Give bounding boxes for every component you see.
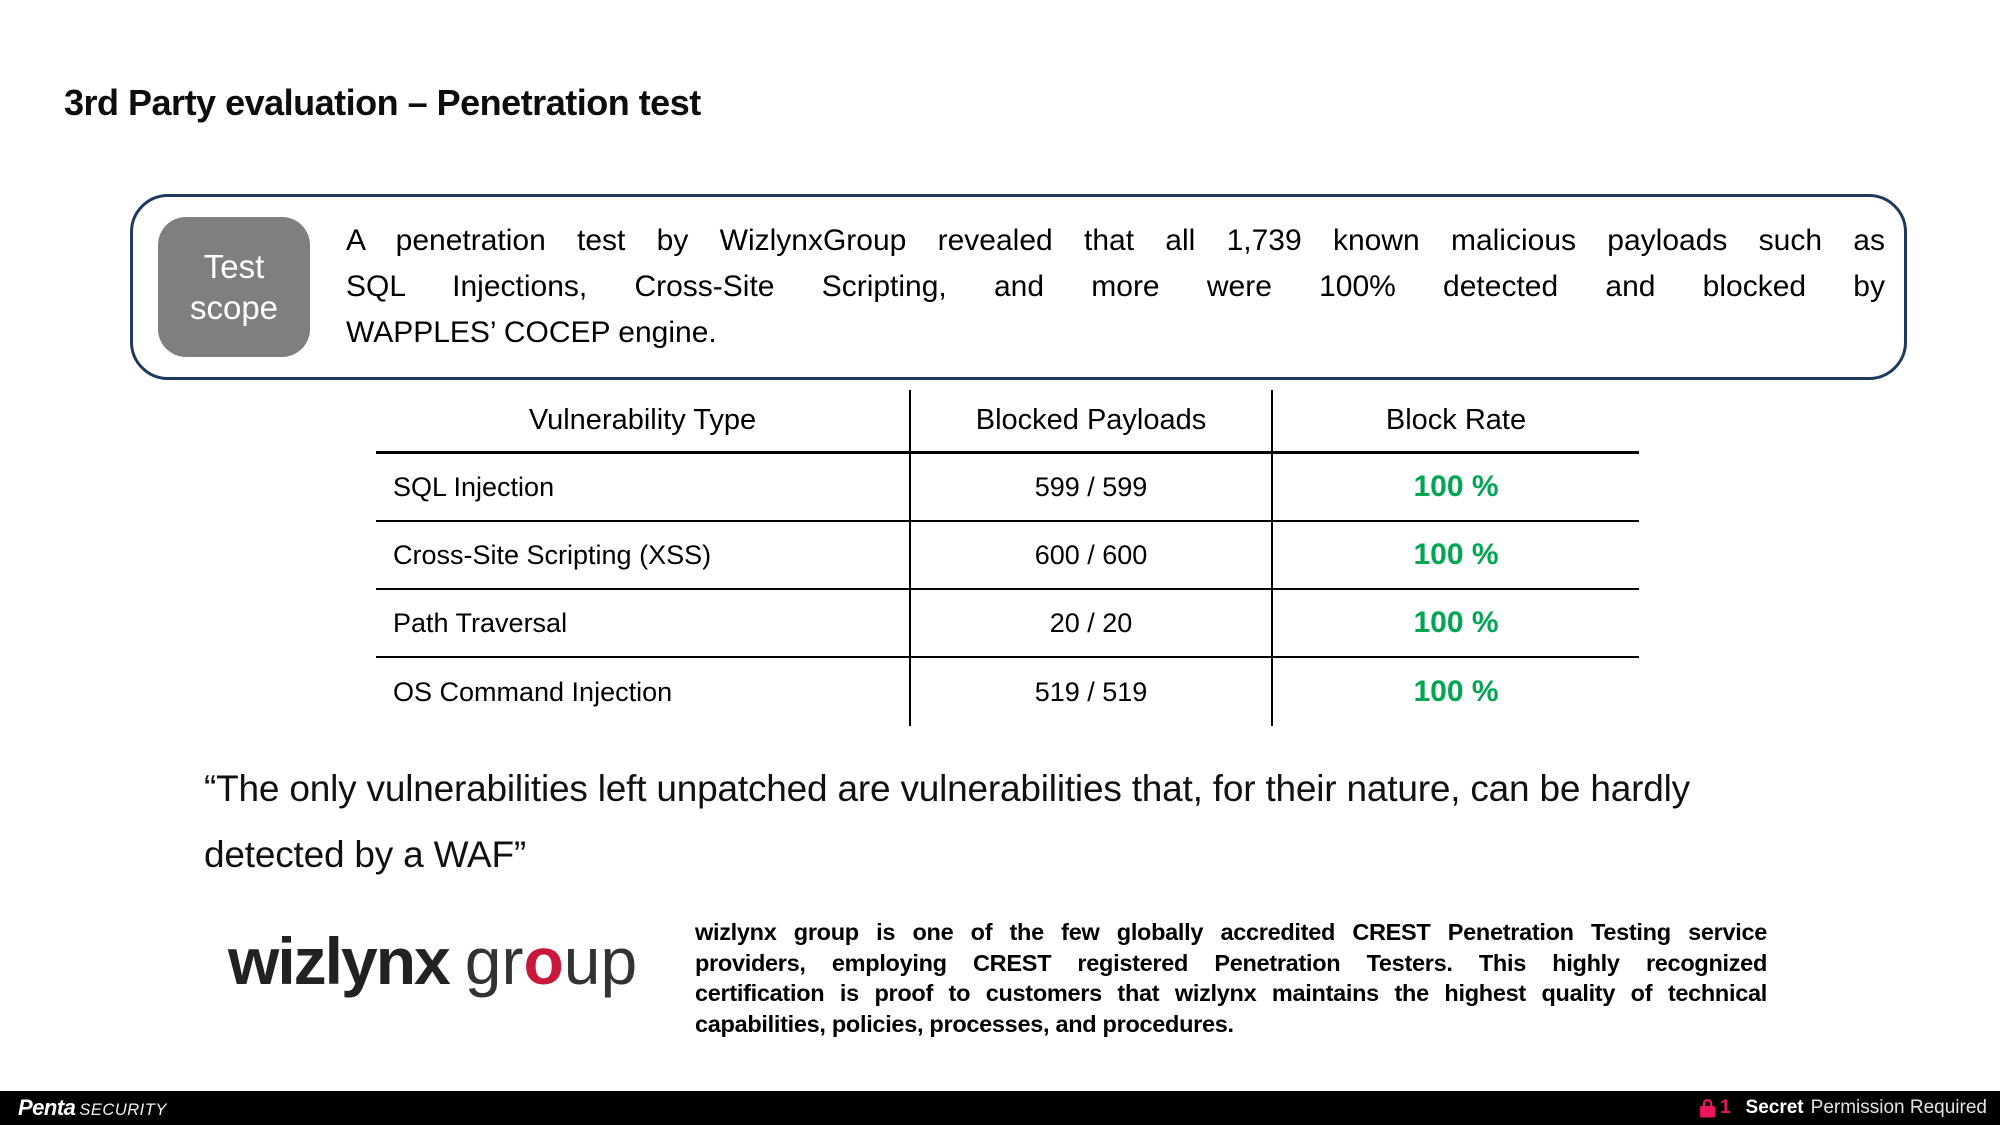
- table-cell-rate: 100 %: [1273, 454, 1639, 522]
- classification-level: Secret: [1745, 1097, 1804, 1118]
- badge-line: Test: [203, 247, 265, 285]
- scope-text-line: SQL Injections, Cross-Site Scripting, an…: [346, 270, 1885, 303]
- scope-text-line: WAPPLES’ COCEP engine.: [346, 316, 717, 349]
- classification-note: Permission Required: [1810, 1097, 1987, 1118]
- column-header: Vulnerability Type: [376, 390, 909, 454]
- table-cell-type: Path Traversal: [376, 590, 909, 658]
- table-cell-type: Cross-Site Scripting (XSS): [376, 522, 909, 590]
- page-title: 3rd Party evaluation – Penetration test: [64, 82, 701, 123]
- penta-logo-bold: Penta: [18, 1095, 76, 1120]
- classification-count: 1: [1719, 1097, 1731, 1118]
- table-cell-type: SQL Injection: [376, 454, 909, 522]
- vendor-description-line: providers, employing CREST registered Pe…: [695, 949, 1767, 976]
- results-table: Vulnerability Type Blocked Payloads Bloc…: [376, 390, 1639, 726]
- testimonial-quote: “The only vulnerabilities left unpatched…: [204, 768, 1690, 875]
- table-cell-blocked: 599 / 599: [909, 454, 1273, 522]
- penta-logo-light: SECURITY: [79, 1101, 167, 1119]
- table-cell-type: OS Command Injection: [393, 676, 673, 707]
- vendor-description: wizlynx group is one of the few globally…: [695, 917, 1767, 1039]
- column-header: Block Rate: [1273, 390, 1639, 454]
- penta-security-logo: Penta SECURITY: [18, 1095, 167, 1121]
- wizlynx-logo-group-suffix: up: [563, 924, 638, 998]
- classification-status: 1 Secret Permission Required: [1699, 1097, 1987, 1119]
- lock-icon: [1699, 1098, 1715, 1118]
- footer-bar: Penta SECURITY 1 Secret Permission Requi…: [0, 1091, 2000, 1125]
- vendor-description-line: capabilities, policies, processes, and p…: [695, 1010, 1234, 1037]
- table-cell-rate: 100 %: [1273, 590, 1639, 658]
- table-cell-rate: 100 %: [1273, 522, 1639, 590]
- table-cell-rate: 100 %: [1413, 675, 1499, 708]
- wizlynx-group-logo: wizlynx group: [228, 922, 637, 1001]
- table-cell-blocked: 20 / 20: [909, 590, 1273, 658]
- test-scope-box: Test scope A penetration test by Wizlynx…: [130, 194, 1907, 380]
- scope-text-line: A penetration test by WizlynxGroup revea…: [346, 224, 1885, 257]
- vendor-description-line: certification is proof to customers that…: [695, 980, 1767, 1006]
- wizlynx-logo-word: wizlynx: [228, 924, 451, 998]
- column-header: Blocked Payloads: [909, 390, 1273, 454]
- table-cell-blocked: 519 / 519: [909, 658, 1273, 726]
- wizlynx-logo-red-o: o: [523, 924, 564, 998]
- test-scope-description: A penetration test by WizlynxGroup revea…: [346, 218, 1885, 356]
- wizlynx-logo-group-prefix: gr: [464, 924, 524, 998]
- badge-line: scope: [189, 289, 279, 326]
- vendor-description-line: wizlynx group is one of the few globally…: [695, 919, 1767, 945]
- table-cell-blocked: 600 / 600: [909, 522, 1273, 590]
- test-scope-badge: Test scope: [158, 217, 310, 357]
